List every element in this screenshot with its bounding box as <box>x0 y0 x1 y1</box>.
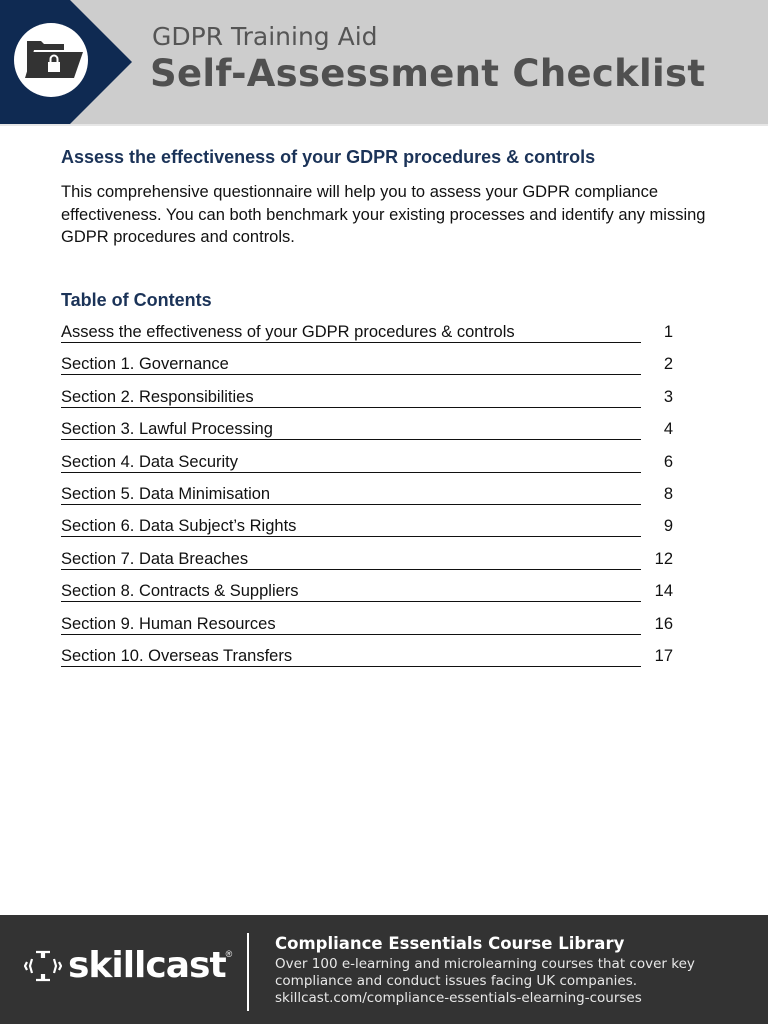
toc-entry-title[interactable]: Section 3. Lawful Processing <box>61 420 641 441</box>
registered-mark: ® <box>225 949 233 959</box>
toc-entry-page: 4 <box>663 420 673 439</box>
toc-entry-title[interactable]: Section 8. Contracts & Suppliers <box>61 582 641 603</box>
toc-entry-page: 14 <box>654 582 673 601</box>
toc-entry-page: 12 <box>654 549 673 568</box>
toc-entry[interactable]: Section 4. Data Security 6 <box>61 453 673 485</box>
toc-entry-page: 9 <box>663 517 673 536</box>
footer-line: compliance and conduct issues facing UK … <box>275 973 638 989</box>
toc-entry-title[interactable]: Section 10. Overseas Transfers <box>61 647 641 667</box>
page-title: Self-Assessment Checklist <box>150 52 706 95</box>
toc-entry[interactable]: Section 7. Data Breaches 12 <box>61 550 673 582</box>
locked-folder-icon <box>25 41 83 78</box>
logo-text: skillcast <box>68 945 227 986</box>
footer-link[interactable]: skillcast.com/compliance-essentials-elea… <box>275 990 642 1006</box>
toc-entry-page: 1 <box>663 323 673 341</box>
toc-entry-title[interactable]: Section 1. Governance <box>61 355 641 376</box>
toc-entry[interactable]: Section 1. Governance 2 <box>61 355 673 387</box>
toc-entry[interactable]: Section 9. Human Resources 16 <box>61 615 673 647</box>
toc-entry[interactable]: Assess the effectiveness of your GDPR pr… <box>61 323 673 355</box>
toc-entry[interactable]: Section 5. Data Minimisation 8 <box>61 485 673 517</box>
footer-divider <box>247 933 249 1011</box>
toc-entry-page: 17 <box>654 646 673 665</box>
footer-title: Compliance Essentials Course Library <box>275 934 625 953</box>
toc-entry-page: 8 <box>663 484 673 503</box>
toc-heading: Table of Contents <box>61 290 212 310</box>
toc-entry-page: 3 <box>663 387 673 406</box>
toc-entry-page: 6 <box>663 452 673 471</box>
toc-entry[interactable]: Section 6. Data Subject’s Rights 9 <box>61 517 673 549</box>
toc-entry-title[interactable]: Section 9. Human Resources <box>61 615 641 635</box>
toc-entry-title[interactable]: Assess the effectiveness of your GDPR pr… <box>61 323 641 343</box>
skillcast-logo: skillcast ® <box>24 945 232 986</box>
footer: skillcast ® Compliance Essentials Course… <box>0 915 768 1024</box>
intro-paragraph: This comprehensive questionnaire will he… <box>61 183 706 246</box>
toc-entry[interactable]: Section 8. Contracts & Suppliers 14 <box>61 582 673 614</box>
toc-entry[interactable]: Section 3. Lawful Processing 4 <box>61 420 673 452</box>
toc-entry-title[interactable]: Section 4. Data Security <box>61 453 641 473</box>
header-subtitle: GDPR Training Aid <box>152 22 378 51</box>
header-banner: GDPR Training Aid Self-Assessment Checkl… <box>0 0 768 126</box>
toc-entry-page: 16 <box>654 614 673 633</box>
toc-entry[interactable]: Section 2. Responsibilities 3 <box>61 388 673 420</box>
skillcast-mark-icon <box>24 950 62 981</box>
footer-line: Over 100 e-learning and microlearning co… <box>275 956 695 972</box>
toc-entry-page: 2 <box>663 355 673 374</box>
table-of-contents: Assess the effectiveness of your GDPR pr… <box>61 323 673 679</box>
intro-heading: Assess the effectiveness of your GDPR pr… <box>61 147 596 167</box>
toc-entry-title[interactable]: Section 6. Data Subject’s Rights <box>61 517 641 538</box>
header-chevron <box>0 0 132 124</box>
toc-entry-title[interactable]: Section 2. Responsibilities <box>61 388 641 408</box>
toc-entry-title[interactable]: Section 7. Data Breaches <box>61 550 641 570</box>
toc-entry-title[interactable]: Section 5. Data Minimisation <box>61 485 641 505</box>
toc-entry[interactable]: Section 10. Overseas Transfers 17 <box>61 647 673 679</box>
